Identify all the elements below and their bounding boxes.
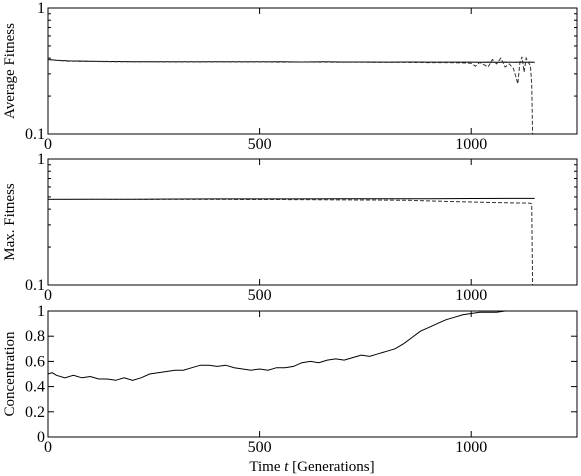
frame-concentration [47,310,578,438]
ticks-max-fitness [47,158,577,286]
series-dashed-line-average-fitness [47,56,534,135]
y-tick-label: 0.6 [25,353,45,370]
x-tick-label: 0 [44,439,52,456]
x-tick-label: 1000 [455,439,487,456]
x-tick-label: 1000 [455,287,487,304]
y-tick-label: 1 [37,151,45,168]
x-tick-label: 500 [248,439,272,456]
y-tick-label: 0.2 [25,404,45,421]
frame-average-fitness [47,7,578,135]
y-tick-label: 1 [37,0,45,17]
frame-max-fitness [47,158,578,286]
xlabel-part-variable: t [284,459,289,475]
tick-labels-average-fitness: 0 500 1000 0.1 1 [25,0,487,153]
y-tick-label: 0 [37,429,45,446]
plot-area-max-fitness [47,197,535,286]
y-tick-label: 0.1 [25,126,45,143]
plot-area-concentration [47,310,535,381]
x-tick-label: 500 [248,136,272,153]
y-tick-label: 0.1 [25,277,45,294]
x-tick-label: 1000 [455,136,487,153]
xlabel-time: Time t [Generations] [249,459,374,475]
y-tick-label: 0.8 [25,328,45,345]
ylabel-concentration: Concentration [2,331,18,416]
panel-max-fitness: 0 500 1000 0.1 1 Max. Fitness [2,151,578,304]
ticks-concentration [47,310,577,438]
x-tick-label: 0 [44,287,52,304]
plot-area-average-fitness [47,56,535,135]
y-tick-label: 0.4 [25,379,45,396]
xlabel-part-suffix: [Generations] [288,459,374,475]
ticks-average-fitness [47,7,577,135]
y-tick-label: 1 [37,303,45,320]
xlabel-part-prefix: Time [249,459,284,475]
x-tick-label: 500 [248,287,272,304]
tick-labels-max-fitness: 0 500 1000 0.1 1 [25,151,487,304]
series-solid-line-concentration [47,310,535,381]
series-dashed-line-max-fitness [48,198,534,286]
panel-average-fitness: 0 500 1000 0.1 1 Average Fitness [2,0,578,153]
ylabel-max-fitness: Max. Fitness [2,183,18,261]
ylabel-average-fitness: Average Fitness [2,23,18,119]
tick-labels-concentration: 0 500 1000 0 0.2 0.4 0.6 0.8 1 [25,303,487,456]
panel-concentration: 0 500 1000 0 0.2 0.4 0.6 0.8 1 Concentration Tim… [2,303,578,475]
x-tick-label: 0 [44,136,52,153]
